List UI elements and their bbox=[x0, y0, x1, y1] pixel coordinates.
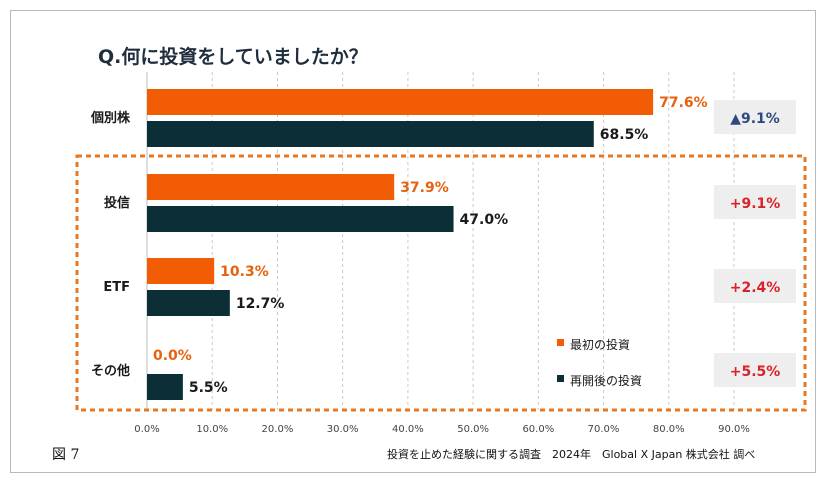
change-box bbox=[714, 353, 796, 387]
change-box bbox=[714, 185, 796, 219]
data-label-first: 0.0% bbox=[153, 348, 192, 364]
data-label-after: 5.5% bbox=[189, 380, 228, 396]
legend-swatch bbox=[557, 375, 564, 382]
data-label-first: 77.6% bbox=[659, 95, 708, 111]
x-tick-label: 0.0% bbox=[134, 424, 159, 435]
highlight-box bbox=[75, 154, 807, 412]
category-label: ETF bbox=[103, 280, 130, 295]
bar-first-investment bbox=[147, 89, 654, 115]
category-label: 投信 bbox=[104, 195, 130, 211]
figure-label: 図 7 bbox=[52, 447, 80, 463]
change-box bbox=[714, 269, 796, 303]
chart-frame bbox=[10, 10, 816, 473]
x-tick-label: 60.0% bbox=[522, 424, 554, 435]
data-label-first: 37.9% bbox=[400, 180, 449, 196]
x-tick-label: 50.0% bbox=[457, 424, 489, 435]
x-tick-label: 30.0% bbox=[327, 424, 359, 435]
legend-swatch bbox=[557, 339, 564, 346]
x-tick-label: 70.0% bbox=[588, 424, 620, 435]
bar-first-investment bbox=[147, 174, 395, 200]
change-value: +5.5% bbox=[730, 364, 781, 380]
x-tick-label: 90.0% bbox=[718, 424, 750, 435]
source-note: 投資を止めた経験に関する調査 2024年 Global X Japan 株式会社… bbox=[387, 448, 756, 461]
category-label: 個別株 bbox=[90, 110, 131, 126]
bar-after-restart bbox=[147, 290, 230, 316]
category-label: その他 bbox=[91, 363, 130, 379]
change-value: +9.1% bbox=[730, 196, 781, 212]
data-label-after: 12.7% bbox=[236, 296, 285, 312]
x-tick-label: 20.0% bbox=[262, 424, 294, 435]
x-tick-label: 40.0% bbox=[392, 424, 424, 435]
data-label-after: 47.0% bbox=[460, 212, 509, 228]
bar-after-restart bbox=[147, 206, 454, 232]
change-box bbox=[714, 100, 796, 134]
change-value: ▲9.1% bbox=[730, 111, 780, 127]
legend-label: 最初の投資 bbox=[570, 337, 630, 352]
bar-after-restart bbox=[147, 121, 594, 147]
x-tick-label: 80.0% bbox=[653, 424, 685, 435]
bar-first-investment bbox=[147, 258, 215, 284]
data-label-after: 68.5% bbox=[600, 127, 649, 143]
bar-after-restart bbox=[147, 374, 183, 400]
legend-label: 再開後の投資 bbox=[570, 373, 642, 388]
chart-title: Q.何に投資をしていましたか？ bbox=[98, 46, 368, 68]
x-tick-label: 10.0% bbox=[196, 424, 228, 435]
change-value: +2.4% bbox=[730, 280, 781, 296]
data-label-first: 10.3% bbox=[220, 264, 269, 280]
